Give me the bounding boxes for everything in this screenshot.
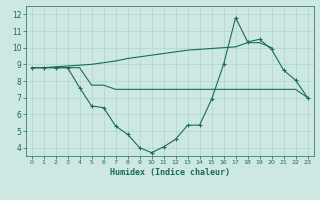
X-axis label: Humidex (Indice chaleur): Humidex (Indice chaleur) (109, 168, 230, 177)
